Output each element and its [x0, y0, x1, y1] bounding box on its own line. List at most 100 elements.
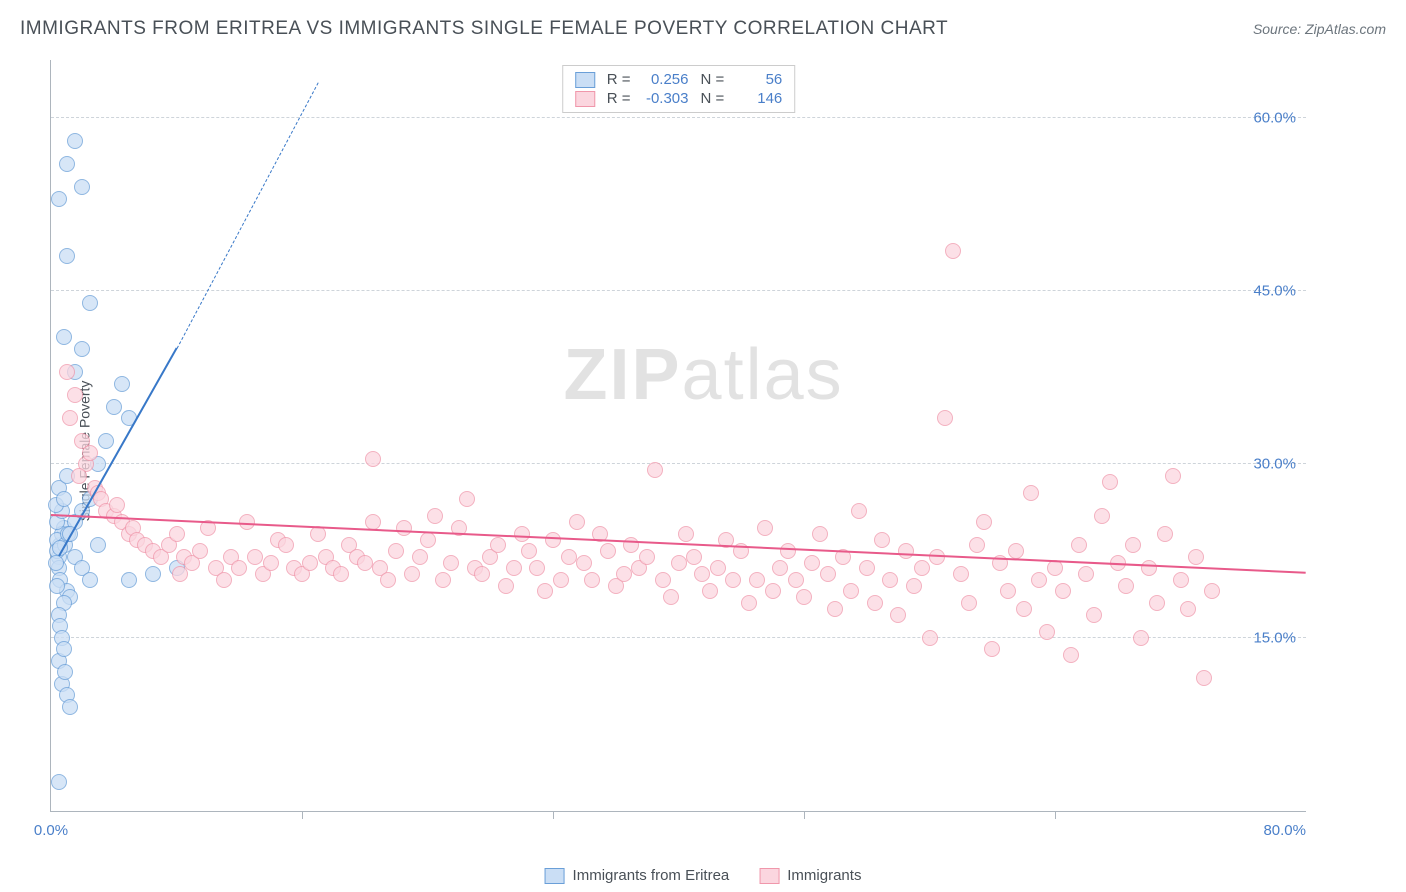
data-point — [172, 566, 188, 582]
legend-item: Immigrants from Eritrea — [545, 867, 730, 884]
data-point — [114, 376, 130, 392]
data-point — [145, 566, 161, 582]
data-point — [788, 572, 804, 588]
stat-n-label: N = — [701, 71, 725, 88]
data-point — [678, 526, 694, 542]
data-point — [741, 595, 757, 611]
data-point — [1000, 583, 1016, 599]
data-point — [694, 566, 710, 582]
data-point — [1047, 560, 1063, 576]
data-point — [521, 543, 537, 559]
data-point — [545, 532, 561, 548]
data-point — [1188, 549, 1204, 565]
data-point — [412, 549, 428, 565]
data-point — [1180, 601, 1196, 617]
data-point — [820, 566, 836, 582]
data-point — [59, 364, 75, 380]
data-point — [67, 387, 83, 403]
x-tick-label: 80.0% — [1263, 822, 1306, 839]
data-point — [1149, 595, 1165, 611]
data-point — [396, 520, 412, 536]
data-point — [537, 583, 553, 599]
data-point — [121, 572, 137, 588]
data-point — [474, 566, 490, 582]
data-point — [1133, 630, 1149, 646]
data-point — [506, 560, 522, 576]
data-point — [655, 572, 671, 588]
data-point — [600, 543, 616, 559]
data-point — [671, 555, 687, 571]
data-point — [529, 560, 545, 576]
data-point — [969, 537, 985, 553]
data-point — [1008, 543, 1024, 559]
data-point — [686, 549, 702, 565]
data-point — [62, 410, 78, 426]
page-title: IMMIGRANTS FROM ERITREA VS IMMIGRANTS SI… — [20, 18, 948, 40]
data-point — [976, 514, 992, 530]
data-point — [859, 560, 875, 576]
data-point — [106, 399, 122, 415]
data-point — [867, 595, 883, 611]
data-point — [388, 543, 404, 559]
legend-swatch — [759, 868, 779, 884]
data-point — [569, 514, 585, 530]
data-point — [827, 601, 843, 617]
x-tick — [1055, 811, 1056, 819]
data-point — [51, 191, 67, 207]
data-point — [49, 578, 65, 594]
data-point — [1071, 537, 1087, 553]
data-point — [333, 566, 349, 582]
data-point — [1016, 601, 1032, 617]
data-point — [843, 583, 859, 599]
data-point — [48, 555, 64, 571]
stat-r-label: R = — [607, 71, 631, 88]
data-point — [1141, 560, 1157, 576]
data-point — [216, 572, 232, 588]
gridline — [51, 290, 1306, 291]
data-point — [1055, 583, 1071, 599]
data-point — [702, 583, 718, 599]
data-point — [639, 549, 655, 565]
data-point — [420, 532, 436, 548]
watermark: ZIPatlas — [564, 334, 844, 416]
data-point — [906, 578, 922, 594]
x-tick — [804, 811, 805, 819]
data-point — [67, 133, 83, 149]
data-point — [71, 468, 87, 484]
data-point — [427, 508, 443, 524]
data-point — [914, 560, 930, 576]
stat-r-value: -0.303 — [639, 90, 689, 107]
data-point — [749, 572, 765, 588]
data-point — [169, 526, 185, 542]
stat-n-value: 146 — [732, 90, 782, 107]
data-point — [945, 243, 961, 259]
data-point — [1196, 670, 1212, 686]
data-point — [435, 572, 451, 588]
data-point — [616, 566, 632, 582]
data-point — [804, 555, 820, 571]
source-label: Source: ZipAtlas.com — [1253, 21, 1386, 37]
data-point — [59, 248, 75, 264]
y-tick-label: 60.0% — [1253, 109, 1296, 126]
data-point — [90, 537, 106, 553]
stats-legend-row: R =0.256N =56 — [575, 70, 783, 89]
data-point — [851, 503, 867, 519]
data-point — [74, 341, 90, 357]
data-point — [302, 555, 318, 571]
data-point — [584, 572, 600, 588]
data-point — [757, 520, 773, 536]
data-point — [443, 555, 459, 571]
data-point — [82, 445, 98, 461]
y-tick-label: 30.0% — [1253, 456, 1296, 473]
data-point — [780, 543, 796, 559]
legend-swatch — [575, 72, 595, 88]
stats-legend: R =0.256N =56R = -0.303 N = 146 — [562, 65, 796, 113]
data-point — [647, 462, 663, 478]
data-point — [514, 526, 530, 542]
stat-r-label: R = — [607, 90, 631, 107]
gridline — [51, 117, 1306, 118]
data-point — [1204, 583, 1220, 599]
data-point — [380, 572, 396, 588]
series-legend: Immigrants from EritreaImmigrants — [545, 867, 862, 884]
data-point — [98, 433, 114, 449]
